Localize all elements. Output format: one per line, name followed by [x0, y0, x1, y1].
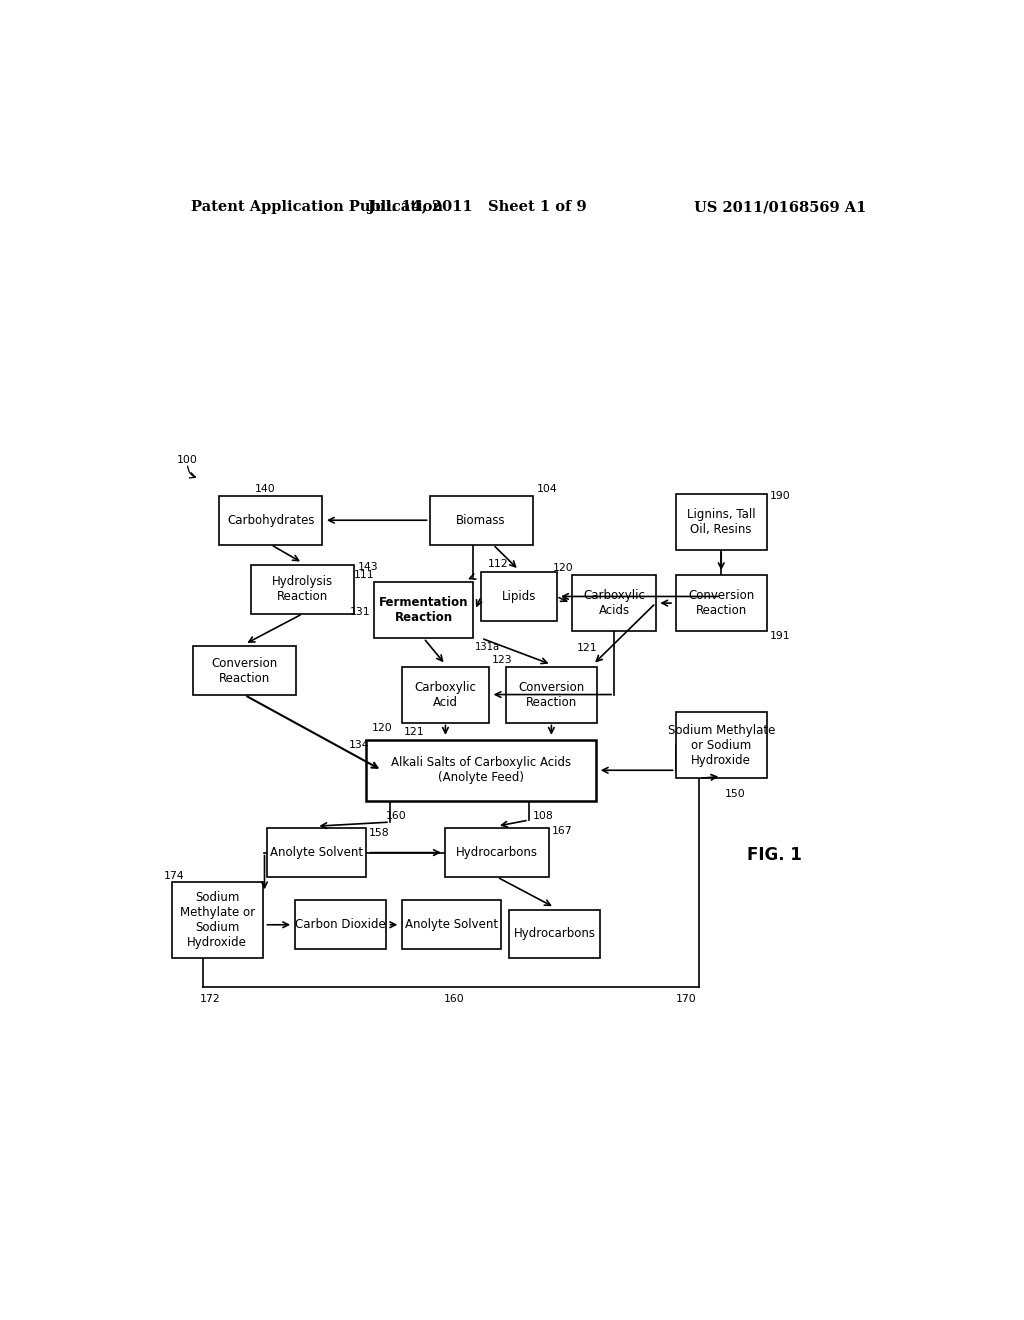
FancyBboxPatch shape	[445, 828, 549, 876]
FancyBboxPatch shape	[430, 496, 532, 545]
FancyBboxPatch shape	[194, 647, 296, 696]
Text: 100: 100	[177, 455, 198, 466]
FancyBboxPatch shape	[219, 496, 323, 545]
Text: Conversion
Reaction: Conversion Reaction	[518, 681, 585, 709]
Text: 190: 190	[770, 491, 791, 500]
FancyBboxPatch shape	[267, 828, 367, 876]
Text: 121: 121	[403, 727, 424, 737]
Text: FIG. 1: FIG. 1	[748, 846, 802, 863]
Text: Carboxylic
Acids: Carboxylic Acids	[583, 589, 645, 616]
Text: Hydrocarbons: Hydrocarbons	[456, 846, 538, 859]
Text: Fermentation
Reaction: Fermentation Reaction	[379, 597, 468, 624]
Text: 104: 104	[537, 483, 557, 494]
Text: 174: 174	[164, 871, 184, 880]
Text: 167: 167	[552, 826, 572, 837]
FancyBboxPatch shape	[509, 909, 600, 958]
Text: 131a: 131a	[475, 643, 500, 652]
Text: Lignins, Tall
Oil, Resins: Lignins, Tall Oil, Resins	[687, 508, 756, 536]
Text: Carbon Dioxide: Carbon Dioxide	[295, 919, 386, 932]
Text: Carbohydrates: Carbohydrates	[227, 513, 314, 527]
Text: 121: 121	[577, 643, 597, 653]
Text: Conversion
Reaction: Conversion Reaction	[212, 656, 278, 685]
FancyBboxPatch shape	[401, 667, 489, 722]
Text: 131: 131	[350, 607, 371, 618]
FancyBboxPatch shape	[401, 900, 501, 949]
Text: 172: 172	[200, 994, 220, 1005]
Text: 191: 191	[770, 631, 791, 642]
Text: 143: 143	[357, 562, 378, 572]
Text: 134: 134	[348, 741, 370, 750]
FancyBboxPatch shape	[172, 882, 263, 958]
FancyBboxPatch shape	[676, 713, 767, 779]
FancyBboxPatch shape	[374, 582, 473, 638]
FancyBboxPatch shape	[367, 739, 596, 801]
Text: 112: 112	[487, 558, 508, 569]
Text: Sodium
Methylate or
Sodium
Hydroxide: Sodium Methylate or Sodium Hydroxide	[180, 891, 255, 949]
Text: Alkali Salts of Carboxylic Acids
(Anolyte Feed): Alkali Salts of Carboxylic Acids (Anolyt…	[391, 756, 571, 784]
Text: 140: 140	[255, 483, 275, 494]
Text: Sodium Methylate
or Sodium
Hydroxide: Sodium Methylate or Sodium Hydroxide	[668, 723, 775, 767]
Text: Hydrocarbons: Hydrocarbons	[514, 928, 596, 940]
Text: Lipids: Lipids	[502, 590, 536, 603]
Text: Hydrolysis
Reaction: Hydrolysis Reaction	[272, 576, 333, 603]
FancyBboxPatch shape	[295, 900, 386, 949]
Text: 120: 120	[553, 564, 573, 573]
Text: 160: 160	[386, 810, 407, 821]
FancyBboxPatch shape	[676, 494, 767, 549]
Text: Jul. 14, 2011   Sheet 1 of 9: Jul. 14, 2011 Sheet 1 of 9	[368, 201, 587, 214]
Text: US 2011/0168569 A1: US 2011/0168569 A1	[693, 201, 866, 214]
Text: 170: 170	[676, 994, 696, 1005]
Text: Patent Application Publication: Patent Application Publication	[191, 201, 443, 214]
Text: Biomass: Biomass	[457, 513, 506, 527]
FancyBboxPatch shape	[481, 572, 557, 620]
Text: 111: 111	[354, 570, 375, 581]
FancyBboxPatch shape	[251, 565, 354, 614]
FancyBboxPatch shape	[572, 576, 655, 631]
FancyBboxPatch shape	[676, 576, 767, 631]
FancyBboxPatch shape	[506, 667, 597, 722]
Text: 108: 108	[532, 810, 554, 821]
Text: 158: 158	[370, 829, 390, 838]
Text: 120: 120	[372, 722, 392, 733]
Text: 160: 160	[443, 994, 464, 1005]
Text: Carboxylic
Acid: Carboxylic Acid	[415, 681, 476, 709]
Text: Conversion
Reaction: Conversion Reaction	[688, 589, 755, 616]
Text: 150: 150	[725, 788, 745, 799]
Text: 123: 123	[493, 655, 513, 664]
Text: Anolyte Solvent: Anolyte Solvent	[404, 919, 498, 932]
Text: Anolyte Solvent: Anolyte Solvent	[270, 846, 364, 859]
